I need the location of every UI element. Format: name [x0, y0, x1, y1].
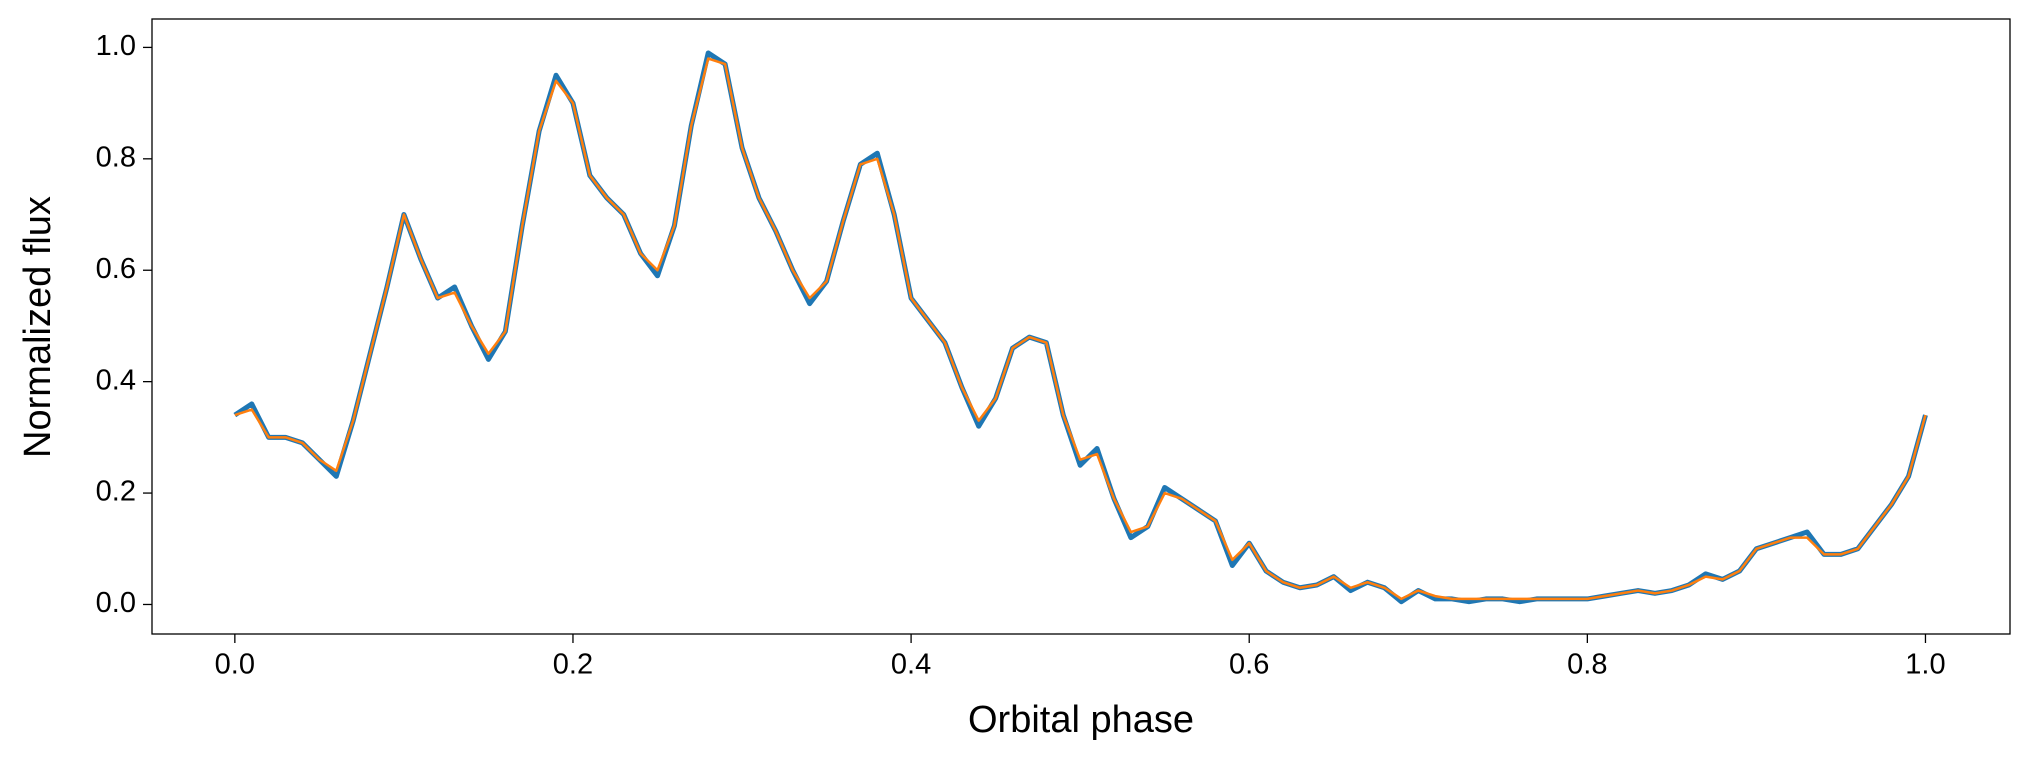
x-tick-label: 0.6	[1229, 649, 1269, 681]
y-tick-label: 0.8	[96, 141, 136, 173]
plot-frame	[151, 18, 2011, 635]
y-tick-label: 0.4	[96, 364, 136, 396]
x-axis-label: Orbital phase	[968, 699, 1194, 741]
y-axis-label: Normalized flux	[17, 196, 59, 458]
x-tick-label: 0.8	[1567, 649, 1607, 681]
x-tick-label: 0.4	[891, 649, 931, 681]
y-tick-label: 0.2	[96, 476, 136, 508]
y-tick-label: 1.0	[96, 30, 136, 62]
x-tick-label: 1.0	[1905, 649, 1945, 681]
x-tick-label: 0.0	[215, 649, 255, 681]
y-tick-label: 0.0	[96, 587, 136, 619]
y-tick-label: 0.6	[96, 253, 136, 285]
data-line	[233, 50, 1928, 605]
x-tick-label: 0.2	[553, 649, 593, 681]
data-line	[234, 57, 1927, 601]
